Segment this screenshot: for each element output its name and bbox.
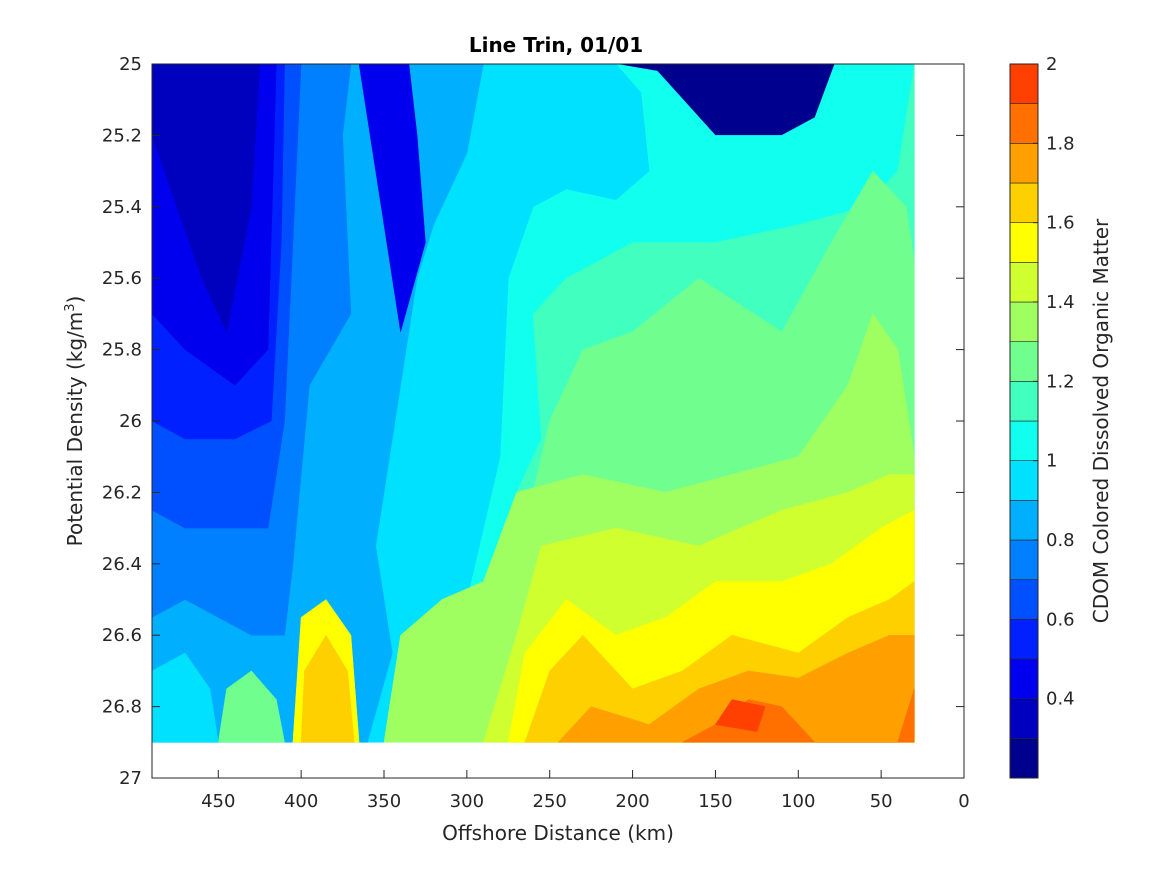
colorbar-tick-label: 1.4	[1046, 292, 1075, 313]
contour-band-17	[714, 699, 766, 732]
x-tick-label: 100	[781, 791, 815, 812]
colorbar-cell-11	[1009, 301, 1039, 342]
y-tick-label: 25.8	[102, 340, 142, 361]
y-tick-label: 26	[119, 411, 142, 432]
colorbar-tick-label: 1.8	[1046, 133, 1075, 154]
colorbar-cell-12	[1009, 262, 1039, 303]
contour-fill-layer	[151, 63, 915, 743]
colorbar-tick-label: 1	[1046, 451, 1057, 472]
chart-title: Line Trin, 01/01	[469, 33, 643, 57]
colorbar-cell-16	[1009, 103, 1039, 144]
colorbar-cell-14	[1009, 182, 1039, 223]
colorbar-label: CDOM Colored Dissolved Organic Matter	[1089, 218, 1113, 623]
x-tick-label: 250	[533, 791, 567, 812]
colorbar-cell-3	[1009, 619, 1039, 660]
colorbar: 0.4 0.6 0.8 1 1.2 1.4 1.6 1.8 2	[1009, 54, 1075, 779]
colorbar-cell-4	[1009, 579, 1039, 620]
y-axis-label-superscript: 3	[63, 303, 78, 311]
x-tick-label: 450	[201, 791, 235, 812]
y-tick-label: 26.8	[102, 697, 142, 718]
x-tick-label: 150	[698, 791, 732, 812]
y-tick-label: 25.4	[102, 197, 142, 218]
y-axis-label: Potential Density (kg/m3)	[63, 296, 87, 547]
colorbar-cell-8	[1009, 420, 1039, 461]
contour-band-20	[218, 670, 285, 743]
colorbar-cell-1	[1009, 698, 1039, 739]
colorbar-tick-label: 1.2	[1046, 371, 1075, 392]
x-axis-label: Offshore Distance (km)	[442, 821, 674, 845]
contour-band-15	[557, 634, 915, 743]
x-tick-label: 350	[367, 791, 401, 812]
y-axis-label-close: )	[63, 296, 87, 304]
y-axis-ticks: 25 25.2 25.4 25.6 25.8 26 26.2 26.4 26.6 26.8 27	[102, 54, 964, 789]
x-tick-label: 300	[450, 791, 484, 812]
colorbar-cell-2	[1009, 658, 1039, 699]
y-tick-label: 26.2	[102, 482, 142, 503]
y-tick-label: 26.6	[102, 625, 142, 646]
y-tick-label: 25	[119, 54, 142, 75]
colorbar-tick-label: 0.8	[1046, 530, 1075, 551]
x-tick-label: 200	[615, 791, 649, 812]
x-tick-label: 50	[870, 791, 893, 812]
colorbar-cell-7	[1009, 460, 1039, 501]
colorbar-cell-9	[1009, 381, 1039, 422]
colorbar-ticks: 0.4 0.6 0.8 1 1.2 1.4 1.6 1.8 2	[1033, 54, 1075, 710]
contour-band-19	[300, 634, 355, 743]
colorbar-cell-6	[1009, 500, 1039, 541]
colorbar-tick-label: 2	[1046, 54, 1057, 75]
x-axis-ticks: 450 400 350 300 250 200 150 100 50 0	[201, 770, 970, 812]
colorbar-cell-0	[1009, 738, 1039, 779]
y-axis-label-main: Potential Density (kg/m	[63, 312, 87, 547]
colorbar-cell-10	[1009, 341, 1039, 382]
colorbar-cell-5	[1009, 539, 1039, 580]
colorbar-cell-15	[1009, 143, 1039, 184]
colorbar-tick-label: 0.6	[1046, 609, 1075, 630]
colorbar-cells	[1009, 63, 1039, 779]
colorbar-tick-label: 1.6	[1046, 213, 1075, 234]
plot-area: 450 400 350 300 250 200 150 100 50 0 2525.225.425…	[102, 54, 970, 812]
y-tick-label: 27	[119, 768, 142, 789]
x-tick-label: 400	[284, 791, 318, 812]
colorbar-cell-17	[1009, 63, 1039, 104]
colorbar-frame	[1009, 63, 1039, 779]
colorbar-tick-label: 0.4	[1046, 689, 1075, 710]
y-tick-label: 25.2	[102, 125, 142, 146]
x-tick-label: 0	[958, 791, 969, 812]
colorbar-cell-13	[1009, 222, 1039, 263]
y-tick-label: 26.4	[102, 554, 142, 575]
y-tick-label: 25.6	[102, 268, 142, 289]
